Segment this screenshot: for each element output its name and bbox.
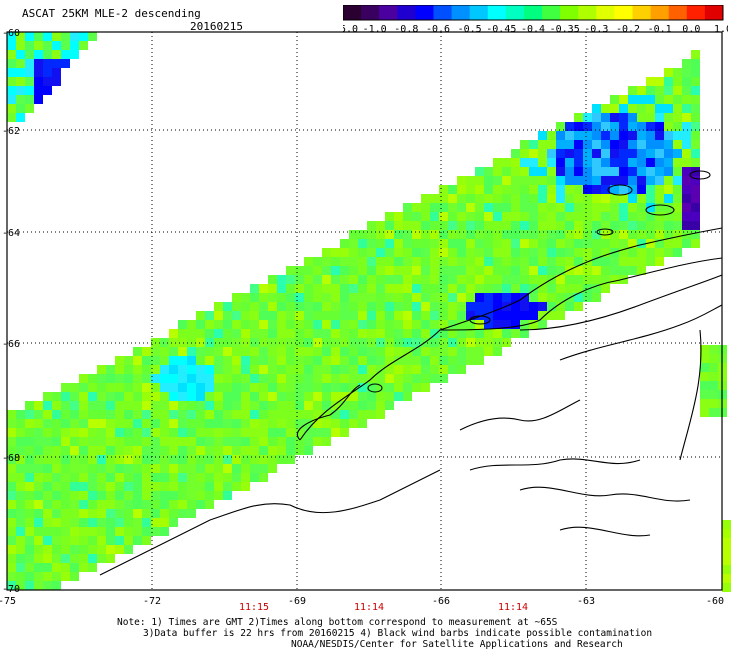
colorbar-swatch [415, 5, 434, 20]
colorbar-swatch [686, 5, 706, 20]
coastline [99, 170, 723, 576]
product-date: 20160215 [190, 20, 243, 33]
map-panel: -60 -62 -64 -66 -68 -70-75 -72 -69 -66 -63 -60 11:1… [0, 28, 731, 612]
colorbar-swatch [433, 5, 453, 20]
colorbar-label: -0.45 [486, 24, 516, 35]
colorbar-label: -0.3 [584, 24, 608, 35]
colorbar-swatch [614, 5, 634, 20]
colorbar-label: -0.8 [394, 24, 418, 35]
colorbar-swatch [632, 5, 652, 20]
lon-label: -63 [577, 596, 595, 607]
colorbar-label: -0.4 [521, 24, 545, 35]
colorbar-label: -0.1 [648, 24, 672, 35]
map-frame [6, 31, 723, 591]
colorbar-swatch [668, 5, 688, 20]
colorbar-swatch [343, 5, 362, 20]
time-label: 11:15 [239, 602, 269, 612]
colorbar-label: 0.0 [682, 24, 700, 35]
lat-label: -60 [2, 28, 20, 39]
colorbar-swatch [704, 5, 724, 20]
lon-label: -72 [143, 596, 161, 607]
footnote-line-1: Note: 1) Times are GMT 2)Times along bot… [117, 617, 558, 628]
footnote-line-3: NOAA/NESDIS/Center for Satellite Applica… [291, 639, 623, 650]
product-title: ASCAT 25KM MLE-2 descending [22, 7, 201, 20]
colorbar-swatch [523, 5, 543, 20]
colorbar-legend: -15.0-1.0-0.8-0.6-0.5-0.45-0.4-0.35-0.3-… [343, 5, 728, 35]
colorbar-swatch [487, 5, 507, 20]
colorbar-swatch [578, 5, 597, 20]
lon-label: -60 [706, 596, 724, 607]
colorbar-label: -0.2 [616, 24, 640, 35]
lat-label: -62 [2, 126, 20, 137]
lat-label: -70 [2, 584, 20, 595]
colorbar-swatch [361, 5, 380, 20]
lon-label: -66 [432, 596, 450, 607]
colorbar-swatch [650, 5, 670, 20]
lat-label: -64 [2, 228, 20, 239]
colorbar-label: -1.0 [363, 24, 387, 35]
time-label: 11:14 [354, 602, 384, 612]
graticule [7, 32, 722, 590]
colorbar-label: -0.5 [458, 24, 482, 35]
colorbar-swatch [379, 5, 398, 20]
colorbar-label: 1.0 [714, 24, 728, 35]
time-label: 11:14 [498, 602, 528, 612]
colorbar-swatch [505, 5, 525, 20]
colorbar-label: -15.0 [343, 24, 358, 35]
footnote-line-2: 3)Data buffer is 22 hrs from 20160215 4)… [143, 628, 653, 639]
colorbar-swatch [542, 5, 561, 20]
lon-label: -75 [0, 596, 16, 607]
lat-label: -68 [2, 453, 20, 464]
lat-label: -66 [2, 339, 20, 350]
colorbar-label: -0.6 [426, 24, 450, 35]
data-grid [7, 32, 731, 592]
lon-label: -69 [288, 596, 306, 607]
colorbar-swatch [451, 5, 471, 20]
colorbar-swatch [596, 5, 615, 20]
colorbar-swatch [469, 5, 489, 20]
colorbar-swatch [397, 5, 416, 20]
colorbar-label: -0.35 [550, 24, 580, 35]
colorbar-swatch [560, 5, 579, 20]
